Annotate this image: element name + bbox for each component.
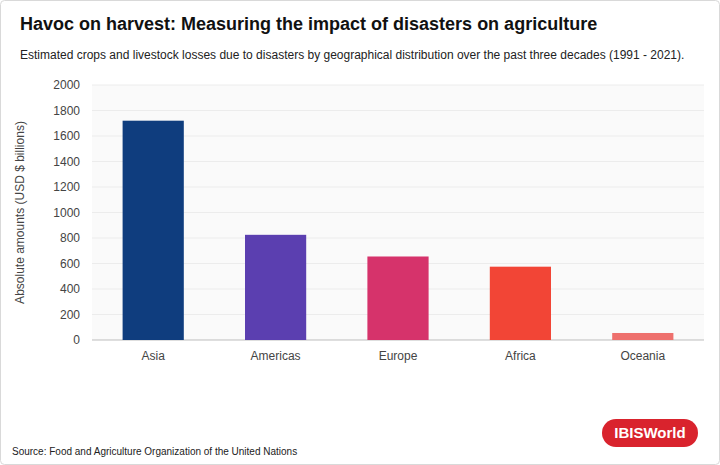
- x-tick-label: Europe: [379, 349, 418, 363]
- grid-line: [92, 85, 704, 86]
- bars: [123, 121, 674, 340]
- bar: [490, 267, 551, 340]
- grid-line: [92, 110, 704, 111]
- bar: [123, 121, 184, 340]
- subtitle: Estimated crops and livestock losses due…: [20, 48, 684, 62]
- y-tick-label: 1800: [53, 104, 80, 118]
- y-tick-label: 200: [60, 308, 80, 322]
- brand: IBISWorld: [614, 424, 685, 441]
- plot-background: [92, 85, 704, 340]
- y-tick-label: 800: [60, 231, 80, 245]
- x-tick-label: Africa: [505, 349, 536, 363]
- y-tick-label: 1400: [53, 155, 80, 169]
- y-tick-label: 400: [60, 282, 80, 296]
- y-axis-label: Absolute amounts (USD $ billions): [13, 121, 27, 304]
- y-tick-label: 1200: [53, 180, 80, 194]
- source: Source: Food and Agriculture Organizatio…: [12, 446, 297, 457]
- x-tick-label: Asia: [142, 349, 166, 363]
- x-tick-label: Oceania: [620, 349, 665, 363]
- bar: [367, 256, 428, 340]
- y-tick-label: 0: [73, 333, 80, 347]
- bar: [612, 333, 673, 340]
- y-tick-label: 1600: [53, 129, 80, 143]
- y-tick-label: 600: [60, 257, 80, 271]
- x-tick-label: Americas: [251, 349, 301, 363]
- brand-badge: [602, 419, 698, 447]
- y-tick-label: 1000: [53, 206, 80, 220]
- chart: Havoc on harvest: Measuring the impact o…: [0, 0, 720, 465]
- bar: [245, 235, 306, 340]
- y-tick-label: 2000: [53, 78, 80, 92]
- frame: [1, 1, 720, 465]
- title: Havoc on harvest: Measuring the impact o…: [20, 14, 597, 34]
